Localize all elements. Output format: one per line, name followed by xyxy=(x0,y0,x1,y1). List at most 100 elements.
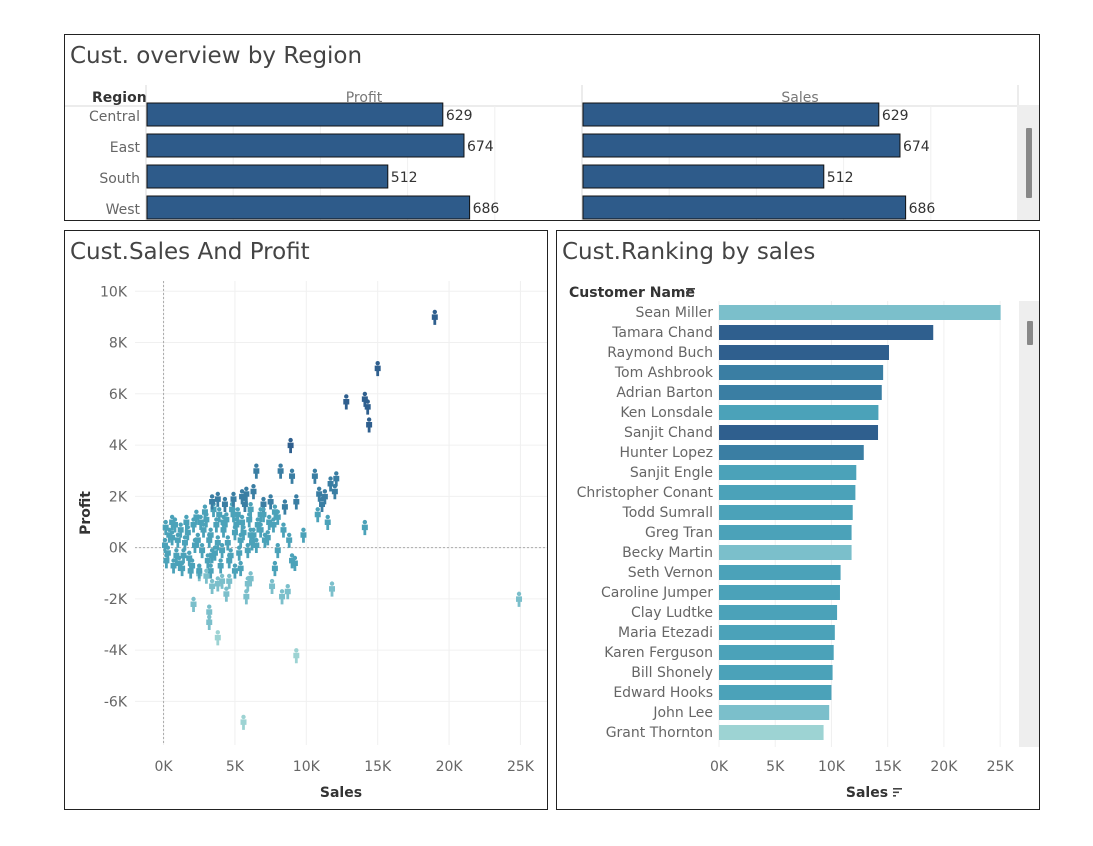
scatter-point xyxy=(169,514,176,530)
ranking-scrollbar-thumb[interactable] xyxy=(1027,321,1033,345)
y-tick-label: 8K xyxy=(109,336,128,352)
scatter-point xyxy=(207,563,214,579)
scatter-point xyxy=(281,499,288,515)
series-header-sales: Sales xyxy=(781,90,818,106)
scatter-panel-title: Cust.Sales And Profit xyxy=(70,239,310,265)
customer-name-label: John Lee xyxy=(652,705,713,721)
scatter-point xyxy=(361,519,368,536)
scatter-point xyxy=(287,437,294,454)
scatter-point xyxy=(177,522,184,538)
scatter-point xyxy=(324,514,331,530)
x-tick-label: 25K xyxy=(507,759,535,775)
scatter-point xyxy=(374,360,381,377)
scatter-point xyxy=(244,542,251,559)
customer-name-label: Karen Ferguson xyxy=(604,645,713,661)
customer-name-label: Edward Hooks xyxy=(613,685,713,701)
sales-bar xyxy=(719,645,834,660)
scatter-point xyxy=(231,563,238,579)
scatter-point xyxy=(274,542,281,559)
sales-bar xyxy=(719,605,838,620)
scatter-point xyxy=(173,548,180,564)
sales-bar xyxy=(719,345,889,360)
scatter-point xyxy=(239,514,246,530)
bar-label: 686 xyxy=(909,201,936,217)
sales-bar xyxy=(719,725,824,740)
scatter-point xyxy=(250,484,257,500)
scatter-point xyxy=(197,514,204,530)
scatter-point xyxy=(311,468,318,484)
scatter-point xyxy=(240,714,247,730)
scatter-point xyxy=(230,491,237,507)
region-label-south: South xyxy=(99,171,140,187)
customer-name-label: Bill Shonely xyxy=(631,665,713,681)
scatter-point xyxy=(264,530,271,546)
sort-icon xyxy=(893,788,902,797)
scatter-point xyxy=(274,509,281,525)
customer-name-label: Ken Lonsdale xyxy=(620,405,713,421)
scatter-point xyxy=(226,553,233,569)
scatter-point xyxy=(243,589,250,605)
bar-profit-south xyxy=(146,164,389,189)
region-scrollbar-thumb[interactable] xyxy=(1026,128,1032,198)
scatter-point xyxy=(286,532,293,548)
scatter-point xyxy=(289,468,296,484)
bar-profit-west xyxy=(146,195,471,220)
sales-bar xyxy=(719,485,856,500)
x-tick-label: 0K xyxy=(155,759,174,775)
scatter-point xyxy=(284,583,291,600)
scatter-point xyxy=(184,525,191,541)
sales-bar xyxy=(719,425,879,440)
sales-bar xyxy=(719,405,879,420)
scatter-point xyxy=(220,514,227,530)
x-tick-label: 15K xyxy=(874,759,902,775)
scatter-point xyxy=(163,553,170,569)
scatter-point xyxy=(331,484,338,500)
region-panel: Cust. overview by Region Region Profit 629… xyxy=(64,34,1040,221)
scatter-point xyxy=(224,535,231,551)
scatter-point xyxy=(293,494,300,510)
x-tick-label: 20K xyxy=(436,759,464,775)
y-tick-label: 10K xyxy=(100,284,128,300)
scatter-point xyxy=(253,463,260,479)
scatter-chart: 10K 8K 6K 4K 2K 0K -2K -4K -6K 0K 5K 10K 15K 20K 25K Sa… xyxy=(78,281,547,801)
scatter-point xyxy=(199,542,206,559)
scatter-point xyxy=(269,578,276,595)
customer-name-label: Adrian Barton xyxy=(616,385,713,401)
y-tick-label: 6K xyxy=(109,387,128,403)
bar-label: 512 xyxy=(827,170,854,186)
x-tick-label: 15K xyxy=(364,759,392,775)
customer-name-label: Christopher Conant xyxy=(577,485,714,501)
y-tick-label: 0K xyxy=(109,541,128,557)
scatter-point xyxy=(209,578,216,595)
sales-bar xyxy=(719,705,830,720)
customer-name-label: Clay Ludtke xyxy=(631,605,713,621)
bar-sales-east xyxy=(582,133,901,158)
sales-bar xyxy=(719,305,1001,320)
scatter-point xyxy=(180,548,187,564)
bar-profit-central xyxy=(146,102,444,127)
bar-label: 674 xyxy=(467,139,494,155)
y-tick-label: -2K xyxy=(104,592,128,608)
scatter-point xyxy=(206,614,213,630)
scatter-point xyxy=(314,507,321,523)
x-tick-label: 25K xyxy=(987,759,1015,775)
sales-bar xyxy=(719,625,835,640)
scatter-point xyxy=(516,591,523,607)
scatter-point xyxy=(333,471,340,487)
scatter-point xyxy=(191,537,198,554)
customer-name-label: Seth Vernon xyxy=(628,565,713,581)
scatter-point xyxy=(206,532,213,548)
y-tick-label: -4K xyxy=(104,643,128,659)
y-axis-label: Profit xyxy=(78,491,94,535)
x-axis-label: Sales xyxy=(320,785,362,801)
scatter-point xyxy=(217,558,224,574)
scatter-point xyxy=(190,596,197,613)
scatter-point xyxy=(366,417,373,433)
scatter-point xyxy=(327,476,334,492)
scatter-point xyxy=(213,517,220,533)
ranking-scrollbar[interactable] xyxy=(1019,301,1039,747)
customer-name-label: Becky Martin xyxy=(622,545,713,561)
sales-bar xyxy=(719,325,934,340)
customer-name-label: Caroline Jumper xyxy=(601,585,713,601)
x-tick-label: 10K xyxy=(293,759,321,775)
